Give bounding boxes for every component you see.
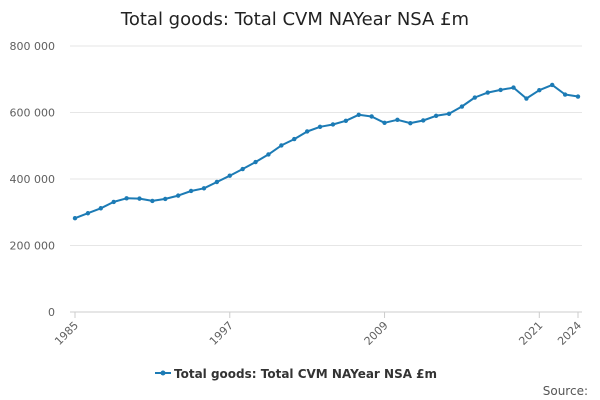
data-point[interactable] — [395, 117, 400, 123]
x-axis: 1985 1997 2009 2021 2024 — [52, 311, 584, 348]
legend-dot-marker — [160, 370, 166, 376]
data-point[interactable] — [111, 199, 116, 205]
data-point[interactable] — [459, 104, 465, 109]
data-point[interactable] — [304, 129, 310, 134]
data-point[interactable] — [150, 198, 155, 204]
data-point[interactable] — [356, 112, 361, 118]
data-point[interactable] — [550, 82, 555, 88]
data-point[interactable] — [511, 85, 516, 90]
legend[interactable]: Total goods: Total CVM NAYear NSA £m — [155, 367, 437, 381]
data-point[interactable] — [537, 88, 542, 93]
data-point[interactable] — [498, 87, 503, 93]
data-point[interactable] — [201, 186, 207, 191]
x-tick-label: 2024 — [555, 319, 584, 348]
source-label: Source: — [543, 384, 588, 398]
series-line — [74, 83, 579, 220]
gridlines — [70, 45, 582, 246]
data-point[interactable] — [253, 159, 258, 165]
y-tick-label: 0 — [48, 306, 55, 319]
data-point[interactable] — [188, 188, 194, 194]
chart-title: Total goods: Total CVM NAYear NSA £m — [120, 9, 469, 30]
y-tick-label: 400 000 — [10, 173, 56, 186]
data-point[interactable] — [175, 193, 181, 198]
data-point[interactable] — [292, 136, 297, 142]
y-tick-label: 600 000 — [10, 107, 56, 120]
y-tick-label: 200 000 — [10, 240, 56, 253]
data-point[interactable] — [85, 211, 91, 216]
data-point[interactable] — [575, 94, 581, 99]
data-point[interactable] — [227, 173, 232, 178]
data-point[interactable] — [562, 92, 568, 97]
data-point[interactable] — [163, 196, 168, 202]
x-tick-label: 2021 — [516, 319, 545, 348]
series-layer — [72, 82, 581, 221]
data-point[interactable] — [214, 179, 220, 185]
data-point[interactable] — [317, 124, 323, 129]
data-point[interactable] — [343, 118, 349, 124]
data-point[interactable] — [382, 120, 387, 126]
data-point[interactable] — [266, 152, 271, 157]
data-point[interactable] — [72, 216, 78, 221]
data-point[interactable] — [330, 122, 336, 127]
data-point[interactable] — [485, 90, 490, 95]
x-tick-label: 2009 — [362, 319, 391, 348]
data-point[interactable] — [524, 96, 529, 101]
legend-label: Total goods: Total CVM NAYear NSA £m — [174, 367, 437, 381]
data-point[interactable] — [124, 196, 129, 201]
data-point[interactable] — [137, 196, 142, 201]
data-point[interactable] — [369, 114, 374, 119]
data-point[interactable] — [421, 118, 426, 123]
data-point[interactable] — [279, 143, 284, 148]
data-point[interactable] — [240, 166, 245, 172]
data-point[interactable] — [408, 120, 413, 126]
x-tick-label: 1997 — [207, 319, 236, 348]
x-tick-label: 1985 — [52, 319, 81, 348]
data-point[interactable] — [472, 95, 478, 100]
y-tick-label: 800 000 — [10, 40, 56, 53]
y-axis-ticks: 0 200 000 400 000 600 000 800 000 — [10, 40, 56, 319]
data-point[interactable] — [98, 206, 103, 211]
data-point[interactable] — [433, 113, 439, 119]
data-point[interactable] — [446, 111, 452, 117]
